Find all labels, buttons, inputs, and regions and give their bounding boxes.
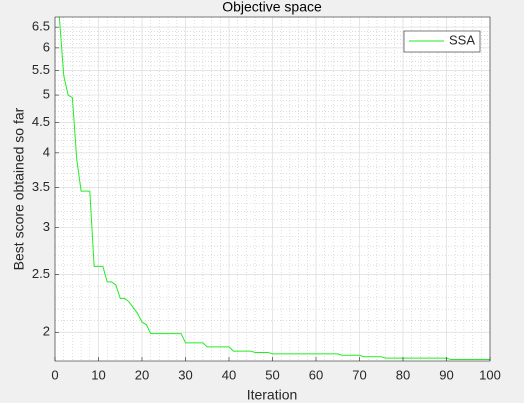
legend-label: SSA xyxy=(449,32,475,47)
x-tick-label: 20 xyxy=(135,367,149,382)
x-tick-label: 30 xyxy=(178,367,192,382)
y-axis-label: Best score obtained so far xyxy=(11,107,27,270)
y-tick-label: 3 xyxy=(43,219,50,234)
y-tick-label: 3.5 xyxy=(32,179,50,194)
y-tick-label: 2.5 xyxy=(32,266,50,281)
series-line xyxy=(58,16,490,361)
x-tick-label: 100 xyxy=(479,367,501,382)
x-axis-label: Iteration xyxy=(247,387,298,403)
y-tick-label: 5.5 xyxy=(32,62,50,77)
x-tick-label: 70 xyxy=(352,367,366,382)
y-tick-label: 2 xyxy=(43,324,50,339)
chart-title: Objective space xyxy=(222,0,322,15)
x-tick-label: 60 xyxy=(309,367,323,382)
x-tick-label: 80 xyxy=(396,367,410,382)
x-tick-label: 40 xyxy=(222,367,236,382)
y-tick-label: 6.5 xyxy=(32,19,50,34)
x-tick-label: 10 xyxy=(91,367,105,382)
x-tick-label: 50 xyxy=(265,367,279,382)
x-tick-label: 0 xyxy=(51,367,58,382)
y-tick-label: 4 xyxy=(43,144,50,159)
y-tick-label: 4.5 xyxy=(32,114,50,129)
x-tick-label: 90 xyxy=(439,367,453,382)
y-tick-label: 6 xyxy=(43,39,50,54)
y-tick-label: 5 xyxy=(43,87,50,102)
